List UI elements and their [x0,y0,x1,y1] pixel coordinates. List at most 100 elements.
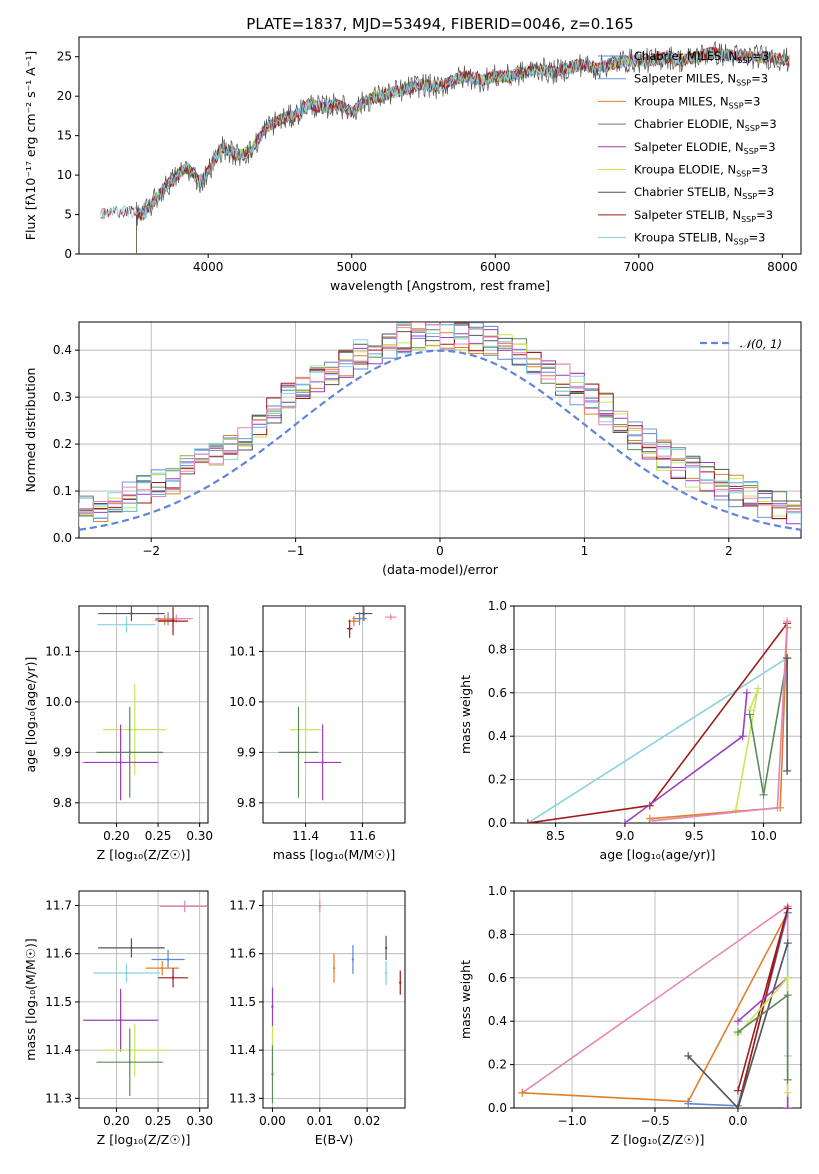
x-axis-label: E(B-V) [315,1132,354,1147]
y-tick-label: 0.2 [488,773,507,787]
legend-entry: Kroupa STELIB, NSSP=3 [634,231,765,247]
weight-age-frame [513,605,802,824]
data-point [175,617,178,620]
x-tick-label: 0 [436,544,444,558]
y-tick-label: 0.0 [53,531,72,545]
legend-entry: Chabrier MILES, NSSP=3 [634,49,769,65]
y-axis-label: mass weight [458,960,473,1039]
y-tick-label: 0.6 [488,686,507,700]
y-tick-label: 9.9 [237,745,256,759]
weight-line [687,942,789,1108]
weight-marker [733,1017,742,1026]
y-tick-label: 11.4 [229,1043,256,1057]
weight-marker [738,732,747,741]
legend-entry: Salpeter STELIB, NSSP=3 [634,208,773,224]
y-tick-label: 1.0 [488,884,507,898]
x-tick-label: 0.25 [145,829,172,843]
data-point [166,958,170,961]
weight-marker [733,1086,742,1095]
x-tick-label: 0.25 [145,1114,172,1128]
data-point [304,728,307,731]
legend-entry: Salpeter ELODIE, NSSP=3 [634,140,776,156]
age-mass-frame [262,605,406,824]
normal-curve [79,349,801,531]
y-tick-label: 0.4 [488,729,507,743]
x-tick-label: −1.0 [557,1114,586,1128]
y-tick-label: 10.0 [45,695,72,709]
legend-entry: 𝒩(0, 1) [740,337,782,351]
x-axis-label: mass [log₁₀(M/M☉)] [273,847,395,862]
age-Z-axes: 0.20 0.25 0.30 9.8 9.9 10.0 10.1 Z [log₁₀(Z/Z☉)… [23,605,213,862]
weight-age-axes: 8.5 9.0 9.5 10.0 0.0 0.2 0.4 0.6 0.8 1.0 age [log₁… [458,599,802,862]
y-tick-label: 0.0 [488,816,507,830]
x-tick-label: 6000 [480,260,511,274]
weight-marker [754,684,763,693]
age-mass-axes: 11.4 11.6 9.8 9.9 10.0 10.1 mass [log₁₀(M/M☉)] [229,605,406,862]
weight-marker [783,973,792,982]
weight-marker [518,1088,527,1097]
histogram-lines [79,322,801,531]
y-tick-label: 11.3 [45,1091,72,1105]
x-tick-label: 0.02 [354,1114,381,1128]
y-tick-label: 0.3 [53,390,72,404]
y-tick-label: 11.6 [229,947,256,961]
y-tick-label: 11.6 [45,947,72,961]
data-point [130,612,133,615]
x-tick-label: −2 [142,544,160,558]
weight-marker [620,819,629,823]
y-tick-label: 5 [64,208,72,222]
data-point [119,1019,122,1022]
mass-ebv-axes: 0.00 0.01 0.02 11.3 11.4 11.5 11.6 11.7 E(B-V) [229,890,406,1147]
weight-marker [648,816,657,823]
x-tick-label: 8000 [767,260,798,274]
y-axis-label: mass [log₁₀(M/M☉)] [23,938,38,1060]
weight-age-lines [523,617,792,823]
weight-Z-axes: −1.0 −0.5 0.0 0.0 0.2 0.4 0.6 0.8 1.0 Z [log₁₀(Z/… [458,884,802,1147]
weight-marker [742,688,751,697]
weight-marker [733,1028,742,1037]
data-point [348,627,351,630]
data-point [271,1005,274,1008]
y-axis-label: mass weight [458,675,473,754]
y-tick-label: 15 [57,129,72,143]
histogram-step [79,324,801,514]
x-tick-label: 7000 [624,260,655,274]
weight-marker [783,1088,792,1097]
y-tick-label: 11.4 [45,1043,72,1057]
legend-entry: Salpeter MILES, NSSP=3 [634,72,768,88]
x-tick-label: 0.20 [103,1114,130,1128]
mass-Z-axes: 0.20 0.25 0.30 11.3 11.4 11.5 11.6 11.7 Z [log₁₀… [23,890,213,1147]
weight-marker [783,939,792,948]
mass-ebv-points [271,900,402,1104]
y-tick-label: 0.8 [488,642,507,656]
x-tick-label: 11.4 [292,829,319,843]
data-point [362,612,366,615]
weight-marker [733,1104,742,1108]
y-tick-label: 11.5 [45,995,72,1009]
data-point [128,751,131,754]
y-tick-label: 0.4 [488,1014,507,1028]
data-point [399,981,402,984]
y-tick-label: 0.8 [488,927,507,941]
y-tick-label: 0.2 [53,437,72,451]
data-point [351,958,355,961]
age-mass-points [278,606,397,801]
data-point [384,946,388,950]
x-axis-label: Z [log₁₀(Z/Z☉)] [97,1132,191,1147]
y-tick-label: 11.5 [229,995,256,1009]
x-tick-label: 0.00 [259,1114,286,1128]
y-tick-label: 9.8 [237,796,256,810]
spectrum-lines [100,40,790,254]
data-point [125,971,128,975]
data-point [384,971,388,975]
data-point [352,619,356,623]
x-tick-label: 2 [725,544,733,558]
weight-marker [759,790,768,799]
y-tick-label: 1.0 [488,599,507,613]
x-tick-label: 11.6 [349,829,376,843]
data-point [321,761,324,764]
spectrum-series-line [100,47,790,220]
data-point [119,761,122,764]
weight-marker [773,803,782,812]
